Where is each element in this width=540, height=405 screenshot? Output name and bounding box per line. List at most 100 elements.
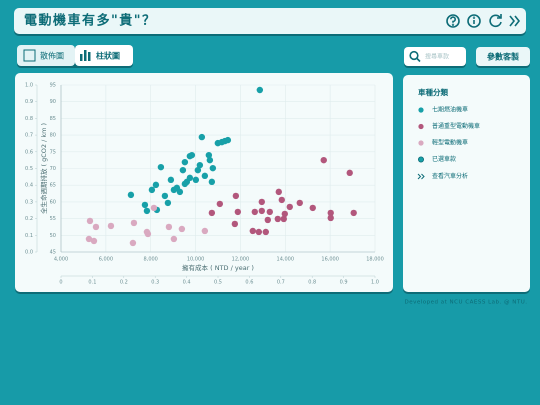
data-point[interactable] <box>231 220 239 228</box>
data-point[interactable] <box>194 166 202 174</box>
data-point[interactable] <box>266 208 274 216</box>
data-point[interactable] <box>320 156 327 164</box>
button-label[interactable]: 參數客製 <box>487 52 519 62</box>
data-point[interactable] <box>249 227 257 235</box>
legend-marker <box>417 156 424 163</box>
data-point[interactable] <box>275 188 282 196</box>
data-point[interactable] <box>280 215 287 223</box>
legend-title: 車種分類 <box>418 87 448 97</box>
y2-tick-label: 0.8 <box>25 116 33 122</box>
legend-label[interactable]: 輕型電動機車 <box>432 139 468 147</box>
legend-label[interactable]: 七期燃油機車 <box>432 106 468 114</box>
legend-label[interactable]: 普通重型電動機車 <box>432 122 480 130</box>
data-point[interactable] <box>90 237 98 245</box>
data-point[interactable] <box>258 207 266 215</box>
x-tick-label: 18,000 <box>366 257 384 263</box>
data-point[interactable] <box>164 199 172 207</box>
data-point[interactable] <box>327 214 334 222</box>
bar-icon <box>80 50 91 61</box>
data-point[interactable] <box>256 86 264 94</box>
legend-marker <box>418 123 424 130</box>
data-point[interactable] <box>208 209 216 217</box>
data-point[interactable] <box>127 191 135 199</box>
data-point[interactable] <box>205 151 213 159</box>
x-tick-label: 12,000 <box>232 257 250 263</box>
data-point[interactable] <box>251 208 259 216</box>
data-point[interactable] <box>167 176 175 184</box>
data-point[interactable] <box>181 158 189 166</box>
data-point[interactable] <box>196 161 204 169</box>
y-tick-label: 90 <box>50 99 56 105</box>
x2-tick-label: 0.4 <box>183 280 191 286</box>
legend-panel <box>403 75 530 292</box>
data-point[interactable] <box>192 176 200 184</box>
data-point[interactable] <box>255 228 263 236</box>
custom-button[interactable] <box>476 47 530 66</box>
y-tick-label: 60 <box>50 199 56 205</box>
tab-label[interactable]: 散佈圖 <box>40 51 64 61</box>
data-point[interactable] <box>309 204 316 212</box>
data-point[interactable] <box>327 209 334 217</box>
y2-tick-label: 0.6 <box>25 149 33 155</box>
data-point[interactable] <box>234 208 242 216</box>
data-point[interactable] <box>186 174 194 182</box>
info-icon[interactable] <box>467 14 481 28</box>
data-point[interactable] <box>130 219 138 227</box>
data-point[interactable] <box>178 225 186 233</box>
y2-tick-label: 0.1 <box>25 233 33 239</box>
data-point[interactable] <box>264 216 271 224</box>
data-point[interactable] <box>170 235 178 243</box>
car-analysis-link[interactable]: 查看汽車分析 <box>432 172 468 180</box>
data-point[interactable] <box>148 186 156 194</box>
data-point[interactable] <box>129 239 137 247</box>
y2-tick-label: 0.7 <box>25 133 33 139</box>
data-point[interactable] <box>165 223 173 231</box>
data-point[interactable] <box>186 152 194 160</box>
y-tick-label: 75 <box>50 149 56 155</box>
data-point[interactable] <box>198 133 206 141</box>
data-point[interactable] <box>85 235 93 243</box>
data-point[interactable] <box>346 169 353 177</box>
data-point[interactable] <box>208 178 216 186</box>
data-point[interactable] <box>201 227 209 235</box>
data-point[interactable] <box>206 156 214 164</box>
data-point[interactable] <box>161 192 169 200</box>
refresh-icon[interactable] <box>489 14 502 28</box>
x-tick-label: 8,000 <box>144 257 158 263</box>
x-tick-label: 14,000 <box>277 257 295 263</box>
data-point[interactable] <box>201 172 209 180</box>
data-point[interactable] <box>262 228 269 236</box>
data-point[interactable] <box>176 188 184 196</box>
data-point[interactable] <box>86 217 94 225</box>
x2-tick-label: 0 <box>59 280 62 286</box>
data-point[interactable] <box>224 136 232 144</box>
help-icon[interactable] <box>446 14 460 28</box>
data-point[interactable] <box>274 215 281 223</box>
y-tick-label: 50 <box>50 233 56 239</box>
data-point[interactable] <box>286 203 293 211</box>
data-point[interactable] <box>281 210 288 218</box>
data-point[interactable] <box>157 163 165 171</box>
data-point[interactable] <box>152 181 160 189</box>
data-point[interactable] <box>92 223 100 231</box>
data-point[interactable] <box>209 164 217 172</box>
data-point[interactable] <box>107 222 115 230</box>
data-point[interactable] <box>232 192 240 200</box>
y2-tick-label: 0.3 <box>25 199 33 205</box>
data-point[interactable] <box>181 180 189 188</box>
y-tick-label: 95 <box>50 83 56 89</box>
data-point[interactable] <box>141 201 149 209</box>
data-point[interactable] <box>278 196 285 204</box>
data-point[interactable] <box>296 199 303 207</box>
data-point[interactable] <box>350 209 357 217</box>
data-point[interactable] <box>143 207 151 215</box>
data-point[interactable] <box>216 200 224 208</box>
data-point[interactable] <box>179 166 187 174</box>
data-point[interactable] <box>144 230 152 238</box>
expand-icon[interactable] <box>509 15 521 27</box>
tab-label[interactable]: 柱狀圖 <box>96 51 120 61</box>
data-point[interactable] <box>150 204 158 212</box>
data-point[interactable] <box>258 198 266 206</box>
y-axis-title: 全生命週期排放 ( gCO2 / km ) <box>39 123 48 214</box>
